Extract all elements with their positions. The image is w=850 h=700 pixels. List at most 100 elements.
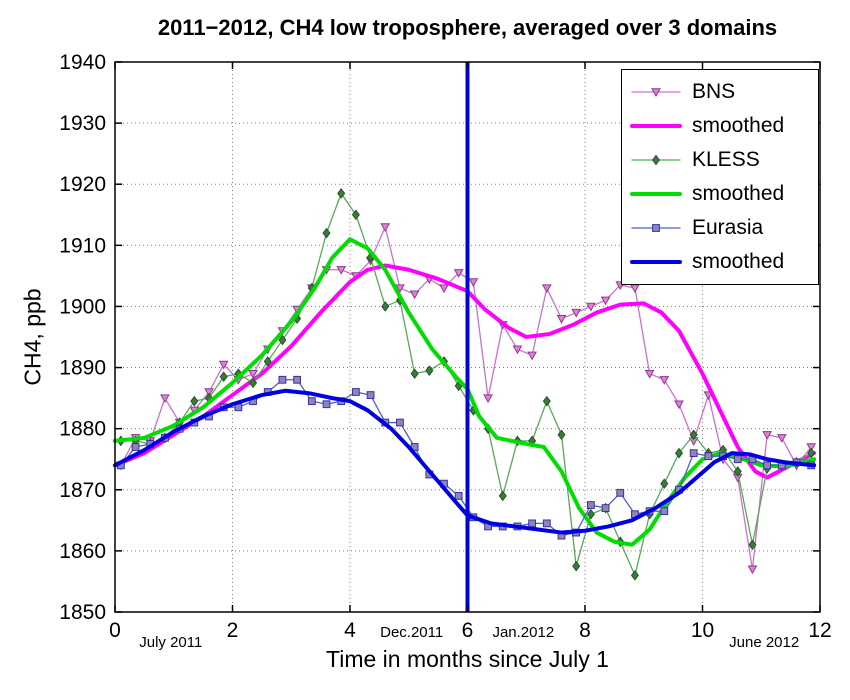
y-tick-label: 1850 — [59, 601, 106, 624]
kless-raw-marker — [630, 570, 639, 581]
kless-raw-marker — [410, 368, 419, 379]
x-axis-annotation: Jan.2012 — [492, 624, 554, 641]
legend-sample-bns-smoothed — [630, 124, 682, 128]
y-tick-label: 1870 — [59, 479, 106, 502]
legend-sample-eurasia-raw — [631, 224, 681, 232]
kless-raw-marker — [733, 466, 742, 477]
kless-raw-marker — [674, 447, 684, 459]
kless-raw-marker — [381, 301, 390, 312]
eurasia-raw-marker — [601, 504, 610, 513]
y-tick-label: 1880 — [59, 418, 106, 441]
legend: BNS smoothed KLESS smoothed Eurasia smoothed — [621, 69, 819, 285]
bns-raw-marker — [600, 296, 611, 306]
kless-raw-marker — [586, 508, 595, 520]
bns-raw-marker — [644, 369, 655, 379]
x-tick-label: 4 — [344, 619, 356, 642]
x-axis-annotation: June 2012 — [729, 634, 799, 651]
bns-raw-marker — [483, 394, 493, 404]
x-tick-label: 12 — [808, 619, 831, 642]
legend-sample-kless-raw — [631, 154, 681, 166]
eurasia-raw-marker — [616, 488, 625, 497]
kless-raw-marker — [351, 209, 360, 221]
eurasia-raw-marker — [528, 519, 537, 528]
y-axis-label: CH4, ppb — [19, 288, 46, 386]
bns-raw-marker — [747, 565, 758, 575]
bns-raw-marker — [571, 308, 582, 318]
x-tick-label: 8 — [579, 619, 591, 642]
x-tick-label: 6 — [462, 619, 474, 642]
chart-title: 2011−2012, CH4 low troposphere, averaged… — [157, 15, 778, 40]
bns-raw-marker — [160, 394, 170, 404]
eurasia-raw-marker — [293, 375, 302, 384]
x-tick-label: 0 — [109, 619, 121, 642]
bns-raw-marker — [204, 388, 214, 398]
bns-raw-marker — [659, 376, 670, 385]
y-tick-label: 1940 — [59, 51, 106, 74]
kless-raw-marker — [337, 188, 346, 199]
eurasia-raw-marker — [307, 397, 316, 406]
legend-item-eurasia-raw: Eurasia — [630, 211, 810, 245]
kless-raw-marker — [572, 560, 581, 572]
bns-raw-marker — [409, 290, 420, 300]
bns-raw-marker — [630, 284, 640, 294]
eurasia-raw-marker — [652, 224, 660, 232]
legend-label: smoothed — [692, 182, 785, 205]
legend-item-eurasia-smoothed: smoothed — [630, 245, 810, 279]
kless-raw-marker — [689, 429, 698, 441]
series-line-eurasia-smoothed — [113, 388, 817, 535]
y-tick-label: 1910 — [59, 234, 106, 257]
bns-raw-marker — [336, 266, 347, 275]
kless-raw-marker — [651, 154, 661, 166]
bns-raw-marker — [218, 360, 229, 370]
eurasia-raw-marker — [396, 418, 404, 427]
kless-raw-marker — [807, 447, 816, 459]
bns-raw-marker — [248, 369, 258, 379]
eurasia-raw-marker — [733, 455, 742, 464]
bns-raw-marker — [556, 314, 567, 324]
legend-label: BNS — [692, 80, 736, 103]
kless-raw-marker — [190, 395, 199, 407]
y-tick-label: 1900 — [59, 295, 106, 318]
eurasia-raw-marker — [366, 391, 375, 399]
kless-raw-marker — [425, 365, 434, 376]
eurasia-raw-marker — [660, 507, 669, 516]
legend-label: KLESS — [692, 148, 760, 171]
legend-item-bns-smoothed: smoothed — [630, 109, 810, 143]
bns-raw-marker — [395, 284, 405, 294]
eurasia-raw-marker — [278, 375, 287, 384]
bns-raw-marker — [762, 431, 772, 440]
kless-raw-marker — [263, 356, 272, 367]
bns-raw-marker — [453, 269, 464, 278]
y-tick-label: 1930 — [59, 112, 106, 135]
bns-raw-marker — [674, 400, 684, 410]
legend-sample-eurasia-smoothed — [630, 260, 682, 264]
bns-raw-marker — [776, 434, 787, 443]
eurasia-raw-marker — [351, 388, 360, 396]
kless-raw-marker — [498, 490, 507, 502]
bns-raw-marker — [527, 351, 537, 361]
bns-raw-marker — [512, 345, 523, 355]
legend-sample-kless-smoothed — [630, 192, 682, 196]
bns-raw-marker — [586, 302, 596, 312]
kless-raw-marker — [748, 539, 757, 551]
legend-label: smoothed — [692, 250, 785, 273]
bns-raw-marker — [468, 278, 479, 288]
legend-item-kless-raw: KLESS — [630, 143, 810, 177]
x-axis-annotation: Dec.2011 — [380, 624, 443, 641]
eurasia-raw-marker — [689, 449, 698, 458]
bns-raw-marker — [651, 88, 661, 98]
series-line-bns-smoothed — [113, 263, 817, 480]
legend-sample-bns-raw — [631, 88, 681, 98]
x-tick-label: 2 — [227, 619, 239, 642]
bns-raw-marker — [541, 284, 552, 294]
y-tick-label: 1890 — [59, 357, 106, 380]
x-axis-annotation: July 2011 — [139, 634, 202, 651]
kless-raw-marker — [542, 395, 551, 407]
x-tick-label: 10 — [691, 619, 714, 642]
kless-raw-marker — [278, 334, 287, 346]
kless-raw-marker — [249, 377, 258, 389]
eurasia-raw-marker — [322, 400, 331, 409]
eurasia-raw-marker — [542, 519, 551, 528]
bns-raw-marker — [439, 284, 449, 294]
y-tick-label: 1860 — [59, 540, 106, 563]
